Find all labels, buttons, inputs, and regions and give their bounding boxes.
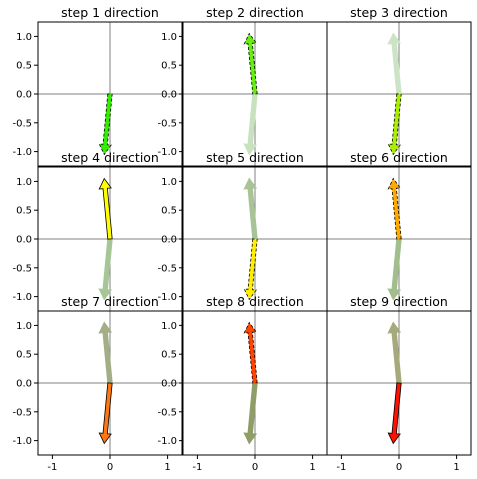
x-tick-label: -1 — [192, 462, 202, 473]
x-tick-label: 0 — [252, 462, 258, 473]
x-tick-label: -1 — [336, 462, 346, 473]
y-tick-label: -1.0 — [12, 436, 32, 447]
subplot-step-3: step 3 direction — [326, 5, 472, 167]
y-tick-label: -1.0 — [12, 147, 32, 158]
subplot-step-1: step 1 direction -1.0 -0.5 0.0 0.5 1.0 — [12, 5, 183, 167]
subplot-step-5: step 5 direction -1.0 -0.5 0.0 0.5 1.0 — [157, 150, 328, 312]
subplot-step-8: step 8 direction -1.0 -0.5 0.0 0.5 1.0 -1 0 1 — [157, 294, 328, 473]
subplot-title: step 8 direction — [206, 294, 304, 309]
y-tick-label: 0.0 — [16, 379, 32, 390]
y-tick-label: -1.0 — [12, 292, 32, 303]
y-tick-label: 0.0 — [161, 90, 177, 101]
y-tick-label: -0.5 — [12, 407, 32, 418]
x-tick-label: 0 — [107, 462, 113, 473]
subplot-title: step 6 direction — [350, 150, 448, 165]
subplot-step-4: step 4 direction-1.0-0.50.00.51.0 — [12, 150, 183, 312]
current-direction-arrow — [243, 32, 258, 95]
previous-direction-arrow — [387, 321, 402, 384]
y-tick-label: 0.0 — [16, 235, 32, 246]
y-tick-label: -0.5 — [12, 263, 32, 274]
y-tick-label: 0.5 — [16, 61, 32, 72]
y-tick-label: 1.0 — [16, 32, 32, 43]
y-tick-label: 1.0 — [161, 321, 177, 332]
previous-direction-arrow — [243, 382, 258, 445]
current-direction-arrow — [243, 238, 258, 301]
subplot-title: step 3 direction — [350, 5, 448, 20]
subplot-step-9: step 9 direction -1 0 1 — [326, 294, 472, 473]
y-tick-label: 1.0 — [161, 32, 177, 43]
x-tick-label: 1 — [164, 462, 170, 473]
current-direction-arrow — [98, 382, 113, 445]
x-tick-label: 1 — [453, 462, 459, 473]
y-tick-label: 0.5 — [161, 350, 177, 361]
current-direction-arrow — [387, 382, 402, 445]
y-tick-label: -1.0 — [157, 292, 177, 303]
current-direction-arrow — [387, 93, 402, 156]
y-tick-label: 1.0 — [161, 177, 177, 188]
y-tick-label: -0.5 — [157, 407, 177, 418]
previous-direction-arrow — [243, 177, 258, 240]
subplot-step-6: step 6 direction — [326, 150, 472, 312]
subplot-title: step 1 direction — [61, 5, 159, 20]
y-tick-label: -0.5 — [157, 118, 177, 129]
current-direction-arrow — [387, 177, 402, 240]
y-tick-label: -0.5 — [12, 118, 32, 129]
x-tick-label: 0 — [396, 462, 402, 473]
subplot-title: step 7 direction — [61, 294, 159, 309]
y-tick-label: 0.5 — [16, 206, 32, 217]
previous-direction-arrow — [98, 321, 113, 384]
y-tick-label: 0.0 — [161, 235, 177, 246]
y-tick-label: -1.0 — [157, 436, 177, 447]
current-direction-arrow — [98, 177, 113, 240]
subplot-title: step 4 direction — [61, 150, 159, 165]
x-tick-label: -1 — [47, 462, 57, 473]
current-direction-arrow — [98, 93, 113, 156]
subplot-title: step 9 direction — [350, 294, 448, 309]
subplot-step-7: step 7 direction-1.0-0.50.00.51.0-1 0 1 — [12, 294, 183, 473]
previous-direction-arrow — [387, 238, 402, 301]
previous-direction-arrow — [387, 32, 402, 95]
y-tick-label: 0.5 — [161, 206, 177, 217]
x-tick-label: 1 — [309, 462, 315, 473]
y-tick-label: -1.0 — [157, 147, 177, 158]
previous-direction-arrow — [98, 238, 113, 301]
y-tick-label: 0.5 — [16, 350, 32, 361]
y-tick-label: -0.5 — [157, 263, 177, 274]
y-tick-label: 0.0 — [161, 379, 177, 390]
y-tick-label: 1.0 — [16, 177, 32, 188]
subplot-step-2: step 2 direction -1.0 -0.5 0.0 0.5 1.0 — [157, 5, 328, 167]
axes-frame — [326, 21, 472, 167]
y-tick-label: 1.0 — [16, 321, 32, 332]
previous-direction-arrow — [243, 93, 258, 156]
subplot-title: step 2 direction — [206, 5, 304, 20]
current-direction-arrow — [243, 321, 258, 384]
y-tick-label: 0.5 — [161, 61, 177, 72]
subplot-title: step 5 direction — [206, 150, 304, 165]
y-tick-label: 0.0 — [16, 90, 32, 101]
